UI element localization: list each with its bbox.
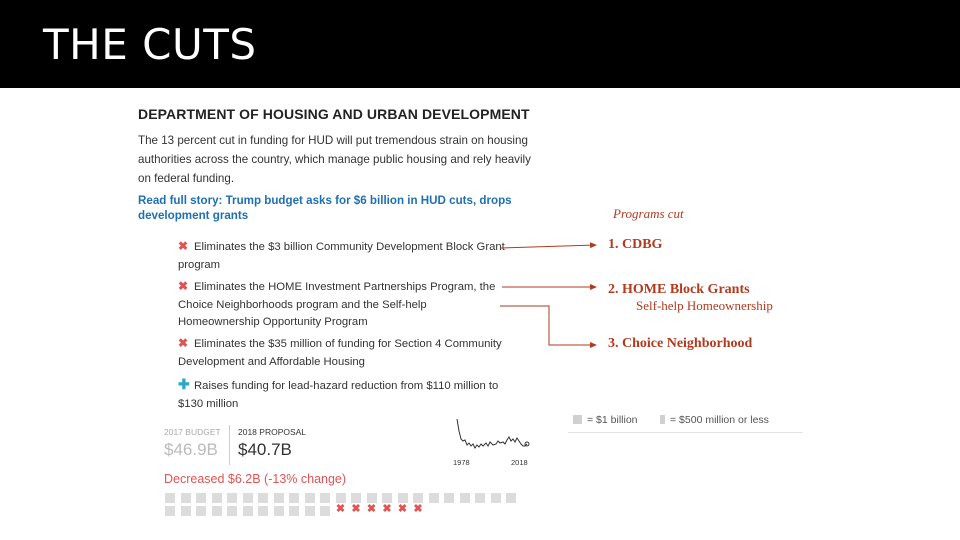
budget-square [211, 493, 222, 503]
budget-square [382, 493, 392, 503]
budget-change-text: Decreased $6.2B (-13% change) [164, 472, 347, 486]
budget-square [459, 493, 470, 503]
bullet-item-section4: ✖ Eliminates the $35 million of funding f… [178, 335, 508, 371]
budget-2018-value: $40.7B [238, 440, 292, 459]
program-self-help-homeownership: Self-help Homeownership [636, 298, 773, 313]
budget-square [289, 493, 299, 503]
legend-small-text: = $500 million or less [670, 414, 769, 426]
budget-square [211, 506, 222, 516]
budget-square [351, 493, 361, 503]
budget-square [289, 506, 299, 516]
arrow-cdbg [499, 242, 597, 249]
cut-square-x-icon: ✖ [382, 503, 392, 515]
bullet-text: Eliminates the $3 billion Community Deve… [178, 241, 505, 271]
x-mark-icon: ✖ [178, 279, 189, 293]
budget-square [304, 506, 315, 516]
budget-square [366, 493, 377, 503]
bullet-text: Raises funding for lead-hazard reduction… [178, 380, 499, 410]
bullet-item-home: ✖ Eliminates the HOME Investment Partners… [178, 278, 508, 332]
budget-square [335, 493, 346, 503]
bullet-item-cdbg: ✖ Eliminates the $3 billion Community Dev… [178, 238, 508, 274]
budget-2018-label: 2018 PROPOSAL [238, 427, 307, 437]
budget-square [227, 506, 237, 516]
budget-square [165, 493, 175, 503]
budget-square [413, 493, 423, 503]
budget-square [180, 506, 191, 516]
legend-square-small [660, 415, 665, 424]
x-mark-icon: ✖ [178, 336, 189, 350]
program-choice-neighborhood: 3. Choice Neighborhood [608, 336, 753, 351]
programs-cut-heading: Programs cut [613, 206, 684, 221]
legend-square-big [573, 415, 582, 424]
title-bar [0, 0, 960, 88]
cut-square-x-icon: ✖ [351, 503, 361, 515]
budget-square [506, 493, 516, 503]
budget-square [242, 493, 253, 503]
sparkline-line [456, 418, 528, 449]
bullet-item-lead-hazard: ✚ Raises funding for lead-hazard reductio… [178, 376, 508, 413]
x-mark-icon: ✖ [178, 239, 189, 253]
sparkline-end-dot [524, 441, 530, 447]
bullet-text: Eliminates the HOME Investment Partnersh… [178, 281, 496, 328]
full-story-link[interactable]: Read full story: Trump budget asks for $… [138, 194, 512, 222]
legend: = $1 billion = $500 million or less [568, 410, 803, 433]
sparkline-end-label: 2018 [511, 458, 528, 467]
budget-square [444, 493, 454, 503]
budget-square [397, 493, 408, 503]
legend-big-text: = $1 billion [587, 414, 638, 426]
sparkline-start-label: 1978 [453, 458, 470, 467]
cut-square-x-icon: ✖ [413, 503, 423, 515]
funding-sparkline [456, 418, 530, 449]
budget-square [273, 493, 284, 503]
budget-square [320, 493, 330, 503]
budget-square [165, 506, 175, 516]
budget-square [258, 506, 268, 516]
budget-square [242, 506, 253, 516]
budget-square [196, 506, 206, 516]
department-heading: DEPARTMENT OF HOUSING AND URBAN DEVELOPM… [138, 106, 530, 122]
budget-square [258, 493, 268, 503]
bullet-text: Eliminates the $35 million of funding fo… [178, 338, 502, 368]
intro-paragraph: The 13 percent cut in funding for HUD wi… [138, 134, 531, 185]
program-cdbg: 1. CDBG [608, 237, 663, 252]
budget-square [180, 493, 191, 503]
slide-title: THE CUTS [43, 20, 257, 69]
budget-square [475, 493, 485, 503]
budget-square [304, 493, 315, 503]
cut-square-x-icon: ✖ [397, 503, 408, 515]
cut-square-x-icon: ✖ [335, 503, 346, 515]
program-home-block-grants: 2. HOME Block Grants [608, 282, 750, 297]
budget-square [428, 493, 439, 503]
cut-square-x-icon: ✖ [366, 503, 377, 515]
budget-square [490, 493, 501, 503]
budget-square [273, 506, 284, 516]
budget-square [320, 506, 330, 516]
budget-divider [229, 425, 230, 465]
budget-square [227, 493, 237, 503]
budget-square [196, 493, 206, 503]
plus-icon: ✚ [178, 376, 190, 392]
budget-2017-label: 2017 BUDGET [164, 427, 221, 437]
budget-2017-value: $46.9B [164, 440, 218, 459]
arrow-choice [500, 305, 597, 348]
